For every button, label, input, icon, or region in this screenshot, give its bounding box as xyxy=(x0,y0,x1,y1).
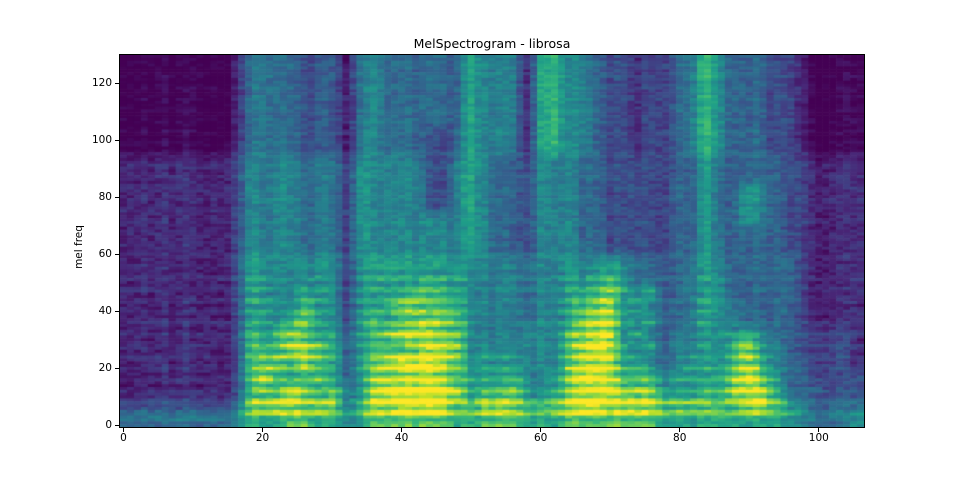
y-tick-mark xyxy=(115,83,119,84)
x-tick-mark xyxy=(401,428,403,432)
y-tick-mark xyxy=(115,197,119,199)
y-tick-label: 100 xyxy=(91,133,112,146)
y-tick-mark xyxy=(115,140,119,142)
x-tick-mark xyxy=(540,428,542,432)
x-tick-mark xyxy=(262,428,264,432)
x-tick-label: 60 xyxy=(533,432,548,444)
x-tick-label: 100 xyxy=(808,432,829,444)
y-tick-mark xyxy=(115,368,119,370)
y-tick-label: 40 xyxy=(98,304,112,317)
y-tick-mark xyxy=(115,425,119,427)
chart-title: MelSpectrogram - librosa xyxy=(413,36,571,51)
x-tick-label: 80 xyxy=(673,432,687,444)
x-tick-mark xyxy=(122,428,124,432)
y-tick-label: 0 xyxy=(105,418,112,431)
x-tick-label: 40 xyxy=(394,432,409,444)
x-tick-mark xyxy=(679,428,681,432)
mel-spectrogram-heatmap xyxy=(120,55,864,427)
y-tick-mark xyxy=(115,311,119,313)
y-tick-label: 60 xyxy=(98,247,112,260)
y-tick-mark xyxy=(115,254,119,256)
y-tick-label: 120 xyxy=(91,76,112,89)
x-tick-label: 20 xyxy=(255,432,270,444)
y-tick-label: 80 xyxy=(98,190,112,203)
plot-area xyxy=(119,54,865,428)
y-tick-label: 20 xyxy=(98,361,112,374)
x-tick-mark xyxy=(818,428,820,432)
x-tick-label: 0 xyxy=(120,432,127,444)
